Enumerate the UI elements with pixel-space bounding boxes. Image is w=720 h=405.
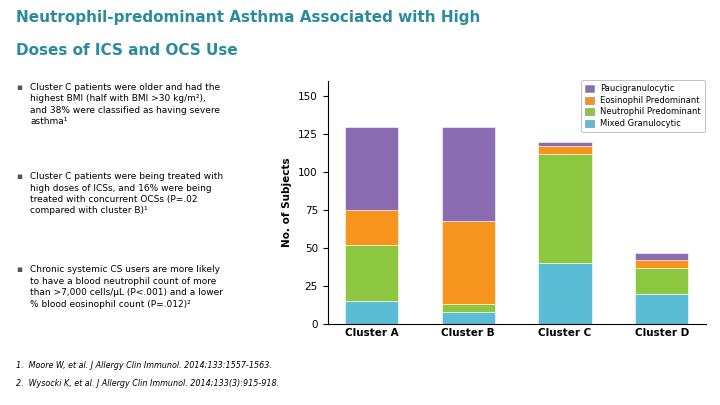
Bar bbox=[441, 126, 495, 221]
Bar bbox=[635, 253, 688, 260]
Y-axis label: No. of Subjects: No. of Subjects bbox=[282, 158, 292, 247]
Text: ▪: ▪ bbox=[16, 265, 22, 274]
Bar bbox=[635, 268, 688, 294]
Bar bbox=[345, 126, 398, 210]
Text: ▪: ▪ bbox=[16, 83, 22, 92]
Text: Cluster C patients were older and had the
highest BMI (half with BMI >30 kg/m²),: Cluster C patients were older and had th… bbox=[30, 83, 220, 126]
Text: 2.  Wysocki K, et al. J Allergy Clin Immunol. 2014;133(3):915-918.: 2. Wysocki K, et al. J Allergy Clin Immu… bbox=[16, 379, 279, 388]
Bar bbox=[635, 294, 688, 324]
Bar bbox=[539, 263, 592, 324]
Text: Cluster C patients were being treated with
high doses of ICSs, and 16% were bein: Cluster C patients were being treated wi… bbox=[30, 172, 223, 215]
Bar bbox=[539, 146, 592, 154]
Bar bbox=[539, 142, 592, 146]
Text: Chronic systemic CS users are more likely
to have a blood neutrophil count of mo: Chronic systemic CS users are more likel… bbox=[30, 265, 223, 309]
Text: Neutrophil-predominant Asthma Associated with High: Neutrophil-predominant Asthma Associated… bbox=[16, 10, 480, 25]
Text: 1.  Moore W, et al. J Allergy Clin Immunol. 2014;133:1557-1563.: 1. Moore W, et al. J Allergy Clin Immuno… bbox=[16, 361, 271, 370]
Bar bbox=[441, 312, 495, 324]
Text: 26: 26 bbox=[687, 385, 704, 398]
Bar bbox=[345, 210, 398, 245]
Text: Doses of ICS and OCS Use: Doses of ICS and OCS Use bbox=[16, 43, 238, 58]
Bar bbox=[539, 154, 592, 263]
Text: ▪: ▪ bbox=[16, 172, 22, 181]
Bar bbox=[345, 245, 398, 301]
Bar bbox=[441, 221, 495, 304]
Bar bbox=[441, 304, 495, 312]
Legend: Paucigranulocytic, Eosinophil Predominant, Neutrophil Predominant, Mixed Granulo: Paucigranulocytic, Eosinophil Predominan… bbox=[581, 80, 705, 132]
Bar bbox=[345, 301, 398, 324]
Bar bbox=[635, 260, 688, 268]
